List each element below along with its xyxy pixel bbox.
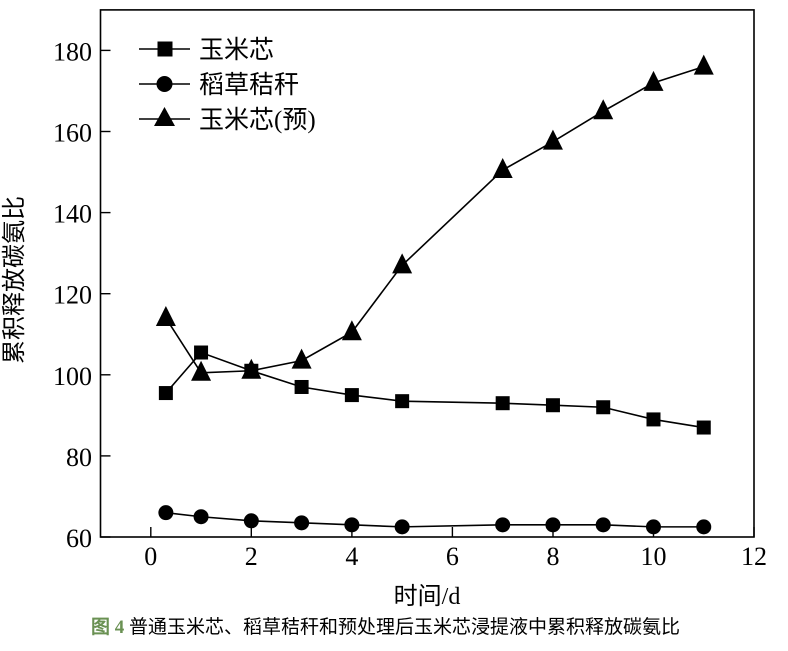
svg-text:累积释放碳氨比: 累积释放碳氨比 xyxy=(1,196,28,364)
svg-text:玉米芯(预): 玉米芯(预) xyxy=(199,106,316,134)
svg-text:80: 80 xyxy=(66,443,92,472)
svg-text:稻草秸秆: 稻草秸秆 xyxy=(199,71,299,99)
svg-text:普通玉米芯、稻草秸秆和预处理后玉米芯浸提液中累积释放碳氨比: 普通玉米芯、稻草秸秆和预处理后玉米芯浸提液中累积释放碳氨比 xyxy=(129,616,680,638)
svg-text:图 4: 图 4 xyxy=(91,616,125,638)
svg-text:10: 10 xyxy=(641,542,667,571)
svg-text:12: 12 xyxy=(741,542,767,571)
svg-text:6: 6 xyxy=(446,542,459,571)
svg-text:140: 140 xyxy=(53,200,92,229)
svg-text:100: 100 xyxy=(53,362,92,391)
svg-text:60: 60 xyxy=(66,524,92,553)
svg-text:0: 0 xyxy=(144,542,157,571)
svg-text:2: 2 xyxy=(245,542,258,571)
svg-text:160: 160 xyxy=(53,119,92,148)
svg-text:玉米芯: 玉米芯 xyxy=(199,36,274,64)
svg-text:8: 8 xyxy=(547,542,560,571)
svg-text:180: 180 xyxy=(53,37,92,66)
svg-text:时间/d: 时间/d xyxy=(394,583,461,610)
svg-text:120: 120 xyxy=(53,281,92,310)
svg-text:4: 4 xyxy=(345,542,358,571)
